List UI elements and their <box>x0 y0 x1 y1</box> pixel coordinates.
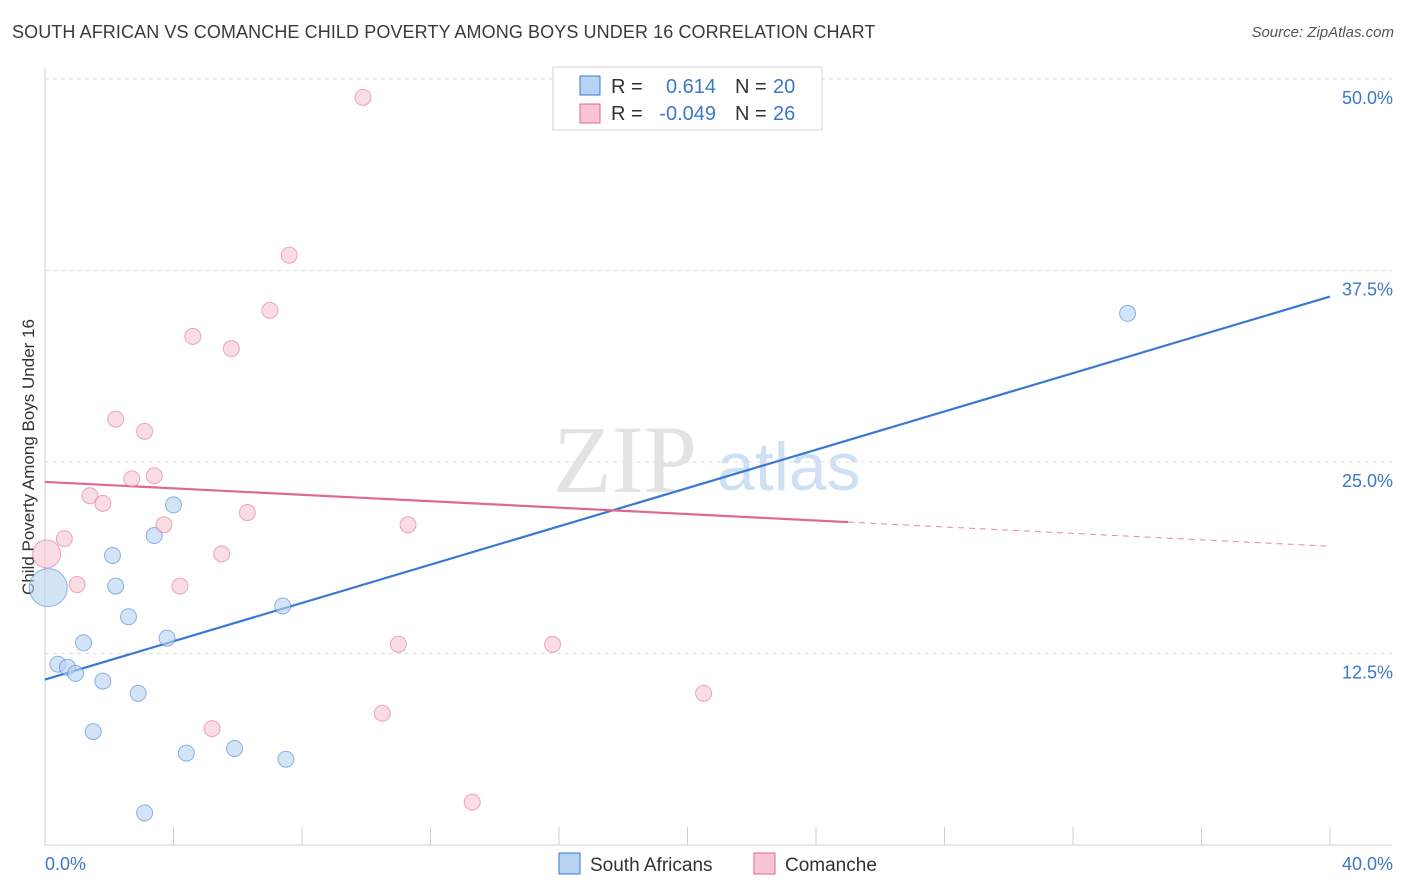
bottom-legend-label-comanche: Comanche <box>785 855 877 876</box>
x-tick-label: 0.0% <box>45 854 86 874</box>
comanche-point <box>213 545 231 563</box>
comanche-point <box>399 516 417 534</box>
south_africans-point <box>274 597 292 615</box>
comanche-point <box>184 327 202 345</box>
south_africans-point <box>67 664 85 682</box>
comanche-point <box>222 340 240 358</box>
south_africans-point <box>165 496 182 514</box>
south_africans-point <box>103 546 121 564</box>
legend-n-label-1: N = <box>735 76 767 98</box>
comanche-point <box>354 88 372 106</box>
x-tick-label: 40.0% <box>1342 854 1393 874</box>
grid-lines <box>45 78 1392 654</box>
comanche-point <box>238 504 256 522</box>
comanche-point <box>55 530 73 548</box>
comanche-point <box>203 720 221 738</box>
source-label: Source: ZipAtlas.com <box>1251 24 1394 41</box>
south_africans-point <box>120 608 138 626</box>
south_africans-point <box>226 739 244 757</box>
comanche-point <box>123 470 141 488</box>
legend-r-value-1: 0.614 <box>666 76 716 98</box>
bottom-legend-swatch-pink <box>753 852 776 875</box>
comanche-point <box>171 577 189 595</box>
legend-r-label-2: R = <box>611 103 643 125</box>
legend-n-value-2: 26 <box>773 103 795 125</box>
comanche-point <box>136 422 154 440</box>
south_africans-point <box>28 568 68 608</box>
south_africans-point <box>1119 304 1137 322</box>
legend-n-value-1: 20 <box>773 76 795 98</box>
south_africans-point <box>177 744 195 762</box>
data-points <box>28 88 1137 822</box>
comanche-point <box>107 410 125 428</box>
watermark: ZIP atlas <box>553 406 861 513</box>
y-tick-label: 25.0% <box>1342 471 1393 491</box>
comanche-point <box>81 487 99 505</box>
comanche-point <box>145 467 163 485</box>
chart-title: SOUTH AFRICAN VS COMANCHE CHILD POVERTY … <box>12 22 876 42</box>
legend-swatch-blue <box>579 75 601 96</box>
south_africans-point <box>145 527 163 545</box>
axes <box>44 68 1392 846</box>
south_africans-point <box>136 804 154 822</box>
comanche-point <box>280 246 298 264</box>
south_africans-point <box>75 634 93 652</box>
trend-lines <box>44 295 1331 681</box>
comanche-point <box>261 301 279 319</box>
series-legend: South Africans Comanche <box>558 852 877 876</box>
y-tick-label: 50.0% <box>1342 88 1393 108</box>
stats-legend: R = 0.614 N = 20 R = -0.049 N = 26 <box>552 66 823 131</box>
watermark-atlas: atlas <box>717 429 861 505</box>
y-tick-label: 37.5% <box>1342 280 1393 300</box>
south_africans-point <box>107 577 125 595</box>
south_africans-point <box>277 750 295 768</box>
comanche-point <box>68 576 86 594</box>
comanche-point <box>389 635 407 653</box>
comanche-trend-line-extension <box>848 521 1331 547</box>
comanche-point <box>155 516 173 534</box>
y-axis-label: Child Poverty Among Boys Under 16 <box>19 319 38 595</box>
south_africans-point <box>94 672 112 690</box>
south_africans-point <box>158 629 176 647</box>
y-tick-labels: 12.5% 25.0% 37.5% 50.0% <box>1342 88 1393 683</box>
y-tick-label: 12.5% <box>1342 663 1393 683</box>
comanche-point <box>695 684 713 702</box>
comanche-point <box>544 635 562 653</box>
bottom-legend-label-south-africans: South Africans <box>590 855 713 876</box>
comanche-trend-line <box>44 480 849 524</box>
legend-r-value-2: -0.049 <box>659 103 716 125</box>
south_africans-point <box>129 684 147 702</box>
legend-n-label-2: N = <box>735 103 767 125</box>
south_africans-trend-line <box>44 295 1331 681</box>
bottom-legend-swatch-blue <box>558 852 581 875</box>
legend-swatch-pink <box>579 103 601 124</box>
comanche-point <box>373 704 391 722</box>
comanche-point <box>463 793 481 811</box>
comanche-point <box>94 494 112 512</box>
x-tick-labels: 0.0% 40.0% <box>45 854 1393 874</box>
comanche-point <box>32 539 62 569</box>
watermark-zip: ZIP <box>553 406 697 513</box>
south_africans-point <box>84 723 102 741</box>
legend-r-label-1: R = <box>611 76 643 98</box>
